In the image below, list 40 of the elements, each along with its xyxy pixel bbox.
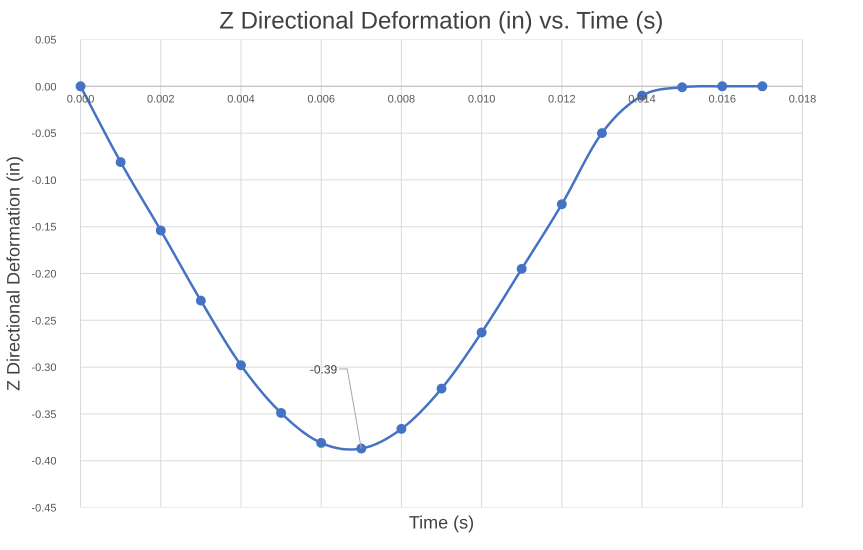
x-tick-label: 0.010 <box>468 93 496 106</box>
chart-title: Z Directional Deformation (in) vs. Time (s) <box>219 8 664 34</box>
y-tick-label: -0.30 <box>31 362 57 374</box>
y-tick-label: -0.25 <box>31 315 57 328</box>
point <box>476 327 487 338</box>
point <box>436 384 446 394</box>
y-axis-title: Z Directional Deformation (in) <box>3 156 24 392</box>
y-tick-label: 0.00 <box>35 81 57 94</box>
y-tick-label: -0.10 <box>31 174 57 187</box>
point <box>356 444 366 454</box>
x-tick-label: 0.008 <box>388 93 416 106</box>
point <box>76 81 86 92</box>
point <box>757 81 768 92</box>
data-label: -0.39 <box>310 362 338 376</box>
point <box>316 438 326 448</box>
x-tick-label: 0.006 <box>307 93 335 106</box>
y-tick-label: -0.20 <box>31 268 57 280</box>
point <box>556 199 567 210</box>
x-axis-title: Time (s) <box>408 512 474 532</box>
point <box>156 225 166 236</box>
point <box>116 157 126 168</box>
x-tick-label: 0.018 <box>788 93 816 106</box>
point <box>276 408 286 418</box>
y-tick-label: -0.35 <box>31 408 57 421</box>
x-tick-label: 0.002 <box>146 93 175 106</box>
y-tick-label: -0.45 <box>31 502 57 514</box>
y-tick-label: -0.15 <box>31 222 57 234</box>
point <box>236 360 246 370</box>
x-tick-label: 0.012 <box>548 93 576 106</box>
y-tick-label: -0.40 <box>31 456 57 468</box>
point <box>717 81 728 92</box>
point <box>196 296 206 306</box>
point <box>596 128 607 138</box>
point <box>516 264 527 274</box>
x-tick-label: 0.004 <box>227 93 255 106</box>
x-tick-label: 0.016 <box>708 93 736 106</box>
y-tick-label: -0.05 <box>31 128 57 140</box>
point <box>677 82 688 92</box>
point <box>396 424 406 434</box>
y-tick-label: 0.05 <box>35 34 57 46</box>
